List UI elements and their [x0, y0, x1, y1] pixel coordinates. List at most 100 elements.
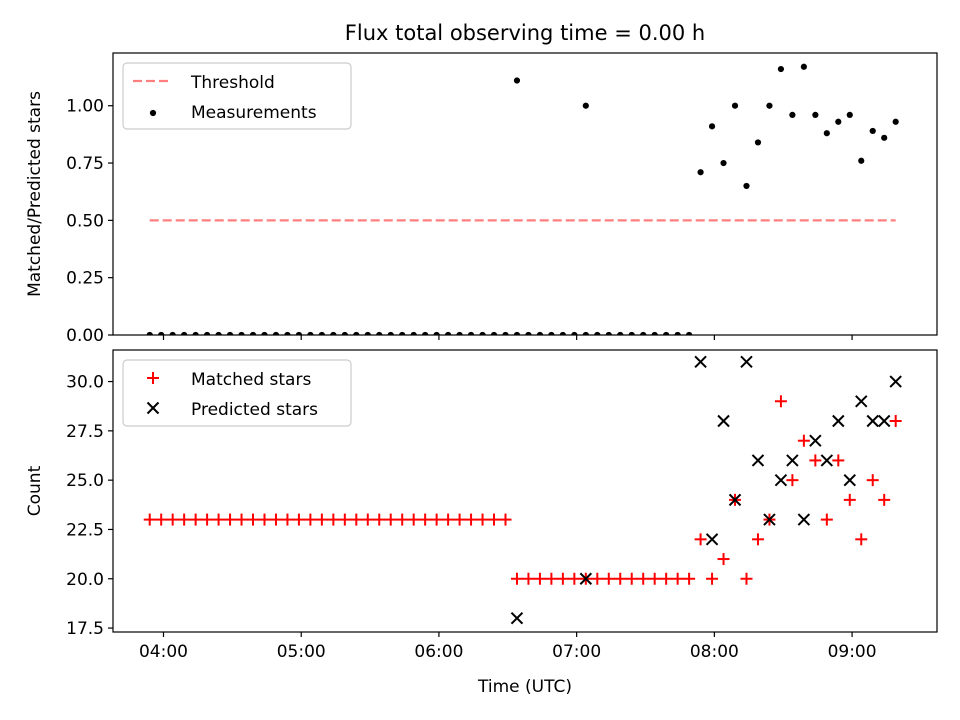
matched-star-point: [775, 395, 787, 407]
matched-star-point: [740, 573, 752, 585]
legend-label: Threshold: [190, 73, 275, 93]
matched-star-point: [167, 514, 179, 526]
y-tick-label: 20.0: [66, 570, 104, 590]
measurement-point: [697, 169, 703, 175]
matched-star-point: [190, 514, 202, 526]
matched-star-point: [350, 514, 362, 526]
measurement-point: [583, 103, 589, 109]
matched-star-point: [660, 573, 672, 585]
matched-star-point: [488, 514, 500, 526]
y-tick-label: 27.5: [66, 422, 104, 442]
y-axis-label: Matched/Predicted stars: [25, 91, 45, 297]
measurement-point: [778, 66, 784, 72]
matched-star-point: [281, 514, 293, 526]
y-tick-label: 22.5: [66, 520, 104, 540]
matched-star-point: [385, 514, 397, 526]
predicted-star-point: [718, 415, 729, 426]
x-tick-label: 05:00: [277, 642, 326, 662]
x-tick-label: 08:00: [690, 642, 739, 662]
matched-star-point: [327, 514, 339, 526]
bottom-panel: 17.5 20.0 22.5 25.0 27.5 30.0 04:00 05:00 06:00 0…: [25, 350, 937, 697]
measurement-point: [732, 103, 738, 109]
matched-star-point: [258, 514, 270, 526]
predicted-star-point: [833, 415, 844, 426]
matched-star-point: [419, 514, 431, 526]
predicted-star-point: [879, 415, 890, 426]
measurement-point: [514, 77, 520, 83]
measurement-point: [847, 112, 853, 118]
predicted-star-point: [798, 514, 809, 525]
matched-star-point: [236, 514, 248, 526]
predicted-star-point: [695, 356, 706, 367]
matched-star-point: [362, 514, 374, 526]
matched-star-point: [844, 494, 856, 506]
matched-star-point: [637, 573, 649, 585]
predicted-star-point: [810, 435, 821, 446]
legend: Threshold Measurements: [123, 63, 351, 129]
measurement-point: [881, 135, 887, 141]
matched-star-point: [614, 573, 626, 585]
matched-star-point: [293, 514, 305, 526]
x-tick-label: 07:00: [552, 642, 601, 662]
measurement-point: [709, 123, 715, 129]
matched-star-point: [568, 573, 580, 585]
measurement-point: [858, 158, 864, 164]
matched-star-point: [855, 533, 867, 545]
matched-star-point: [499, 514, 511, 526]
predicted-star-point: [741, 356, 752, 367]
measurement-point: [720, 160, 726, 166]
predicted-star-point: [752, 455, 763, 466]
measurement-point: [743, 183, 749, 189]
x-tick-label: 04:00: [139, 642, 188, 662]
predicted-star-point: [707, 534, 718, 545]
matched-star-point: [270, 514, 282, 526]
measurement-point: [766, 103, 772, 109]
matched-star-point: [178, 514, 190, 526]
matched-star-point: [832, 454, 844, 466]
matched-star-point: [201, 514, 213, 526]
matched-star-point: [798, 435, 810, 447]
predicted-star-point: [511, 613, 522, 624]
x-axis-label: Time (UTC): [477, 677, 572, 697]
measurement-point: [870, 128, 876, 134]
matched-star-point: [396, 514, 408, 526]
matched-star-point: [672, 573, 684, 585]
matched-star-point: [511, 573, 523, 585]
y-tick-label: 0.25: [66, 269, 104, 289]
top-panel: 0.00 0.25 0.50 0.75 1.00 Matched/Predicted st…: [25, 53, 937, 346]
y-tick-label: 0.75: [66, 154, 104, 174]
y-tick-label: 1.00: [66, 97, 104, 117]
predicted-star-point: [787, 455, 798, 466]
predicted-star-point: [844, 475, 855, 486]
y-tick-label: 25.0: [66, 471, 104, 491]
legend-label: Measurements: [191, 103, 317, 123]
matched-star-point: [718, 553, 730, 565]
predicted-star-point: [856, 396, 867, 407]
matched-star-point: [626, 573, 638, 585]
matched-star-point: [316, 514, 328, 526]
matched-star-point: [534, 573, 546, 585]
matched-star-point: [545, 573, 557, 585]
matched-star-point: [408, 514, 420, 526]
legend-label: Predicted stars: [191, 400, 318, 420]
predicted-star-point: [867, 415, 878, 426]
matched-star-point: [695, 533, 707, 545]
measurement-point: [824, 130, 830, 136]
matched-star-point: [465, 514, 477, 526]
matched-star-point: [304, 514, 316, 526]
y-tick-label: 0.50: [66, 211, 104, 231]
legend: Matched stars Predicted stars: [123, 360, 351, 426]
y-axis-label: Count: [25, 465, 45, 516]
y-tick-label: 0.00: [66, 326, 104, 346]
matched-star-point: [522, 573, 534, 585]
measurement-point: [801, 64, 807, 70]
matched-star-point: [591, 573, 603, 585]
measurement-point: [835, 119, 841, 125]
matched-star-point: [213, 514, 225, 526]
matched-star-point: [144, 514, 156, 526]
matched-star-point: [706, 573, 718, 585]
x-tick-label: 06:00: [414, 642, 463, 662]
y-tick-label: 17.5: [66, 619, 104, 639]
matched-star-point: [878, 494, 890, 506]
